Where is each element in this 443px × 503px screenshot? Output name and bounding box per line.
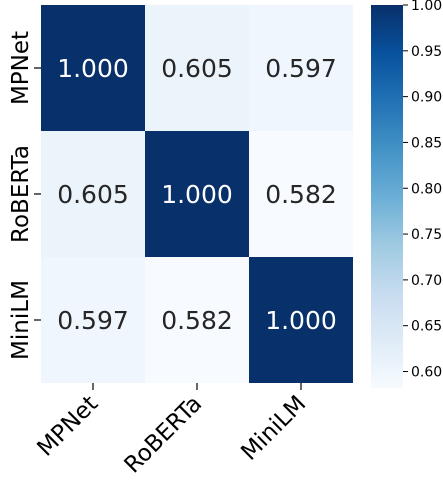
heatmap-cell [145, 5, 249, 131]
y-tick-label: MPNet [8, 31, 34, 105]
cell-value-label: 1.000 [57, 54, 129, 83]
cell-value-label: 0.582 [265, 180, 337, 209]
cell-value-label: 1.000 [161, 180, 233, 209]
heatmap-cell-labels: 1.000 0.605 0.597 0.605 1.000 0.582 0.597 0.582… [57, 54, 337, 335]
x-tick-label: MPNet [32, 391, 103, 462]
heatmap-cell [249, 5, 353, 131]
cell-value-label: 1.000 [265, 306, 337, 335]
colorbar-tick-label: 0.60 [411, 365, 442, 381]
cell-value-label: 0.597 [265, 54, 337, 83]
y-tick-label: RoBERTa [8, 145, 34, 243]
cell-value-label: 0.605 [161, 54, 233, 83]
colorbar-tick-label: 1.00 [411, 0, 442, 14]
colorbar-gradient [371, 5, 403, 388]
heatmap-cell [41, 131, 145, 257]
colorbar-tick-label: 0.90 [411, 90, 442, 106]
heatmap-cell [41, 5, 145, 131]
cell-value-label: 0.582 [161, 306, 233, 335]
cell-value-label: 0.597 [57, 306, 129, 335]
colorbar-tick-label: 0.65 [411, 319, 442, 335]
heatmap-cell [249, 131, 353, 257]
colorbar-tick-label: 0.85 [411, 135, 442, 151]
heatmap-cell [249, 257, 353, 383]
colorbar: 1.00 0.95 0.90 0.85 0.80 0.75 0.70 0.65 0.60 [371, 0, 442, 388]
colorbar-tick-label: 0.75 [411, 227, 442, 243]
heatmap-cell [145, 257, 249, 383]
y-tick-label: MiniLM [8, 280, 34, 360]
x-tick-label: MiniLM [236, 391, 311, 466]
x-tick-label: RoBERTa [120, 391, 208, 479]
colorbar-tick-label: 0.70 [411, 273, 442, 289]
heatmap-cell [145, 131, 249, 257]
colorbar-tick-label: 0.80 [411, 181, 442, 197]
cell-value-label: 0.605 [57, 180, 129, 209]
heatmap-cell [41, 257, 145, 383]
heatmap-cells [41, 5, 353, 383]
colorbar-tick-label: 0.95 [411, 44, 442, 60]
